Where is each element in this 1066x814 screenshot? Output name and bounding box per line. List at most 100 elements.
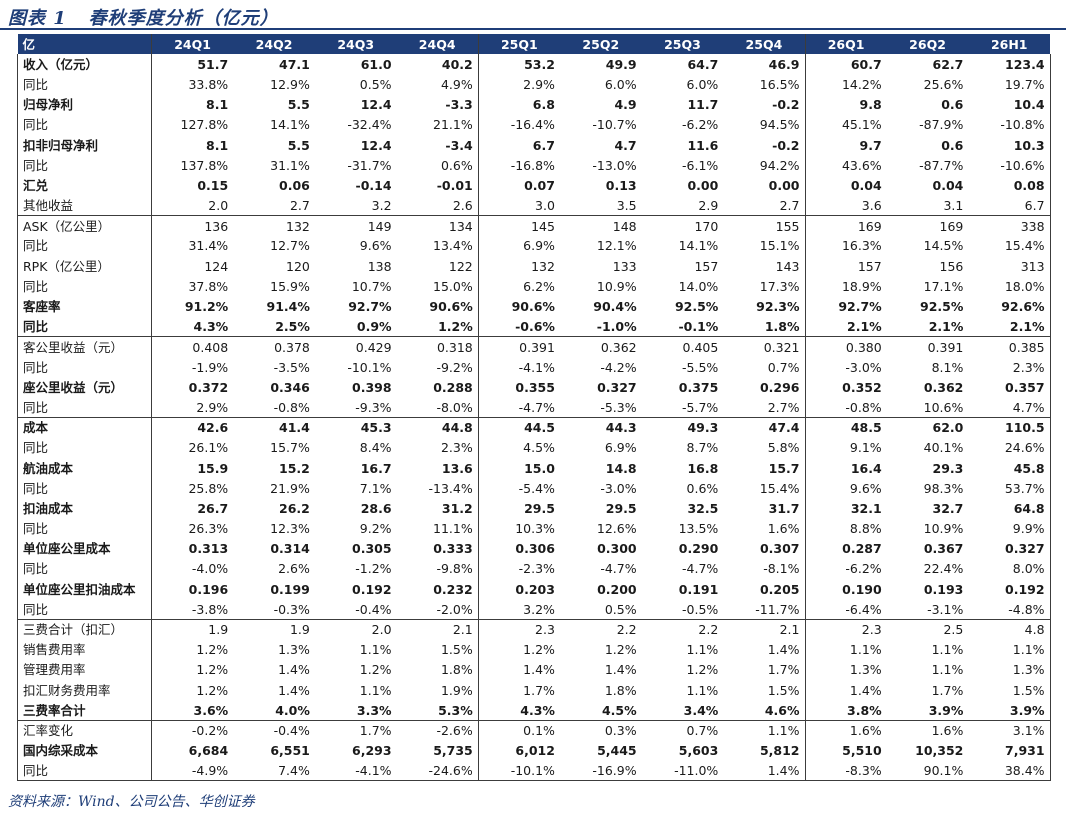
table-cell: -0.8% [273, 399, 310, 415]
table-cell: 134 [396, 215, 479, 236]
table-cell: 0.192 [352, 581, 392, 597]
table-cell: 13.6 [396, 457, 479, 479]
table-cell: 0.08 [968, 175, 1051, 196]
table-cell: -13.0% [592, 157, 637, 173]
table-cell: 19.7% [968, 74, 1051, 95]
row-label: 同比 [17, 316, 152, 337]
table-cell: 3.6 [861, 197, 882, 213]
table-cell: 0.6% [686, 480, 719, 496]
table-cell: 16.8 [687, 460, 719, 476]
table-cell: 2.3 [478, 618, 560, 640]
table-cell: 313 [968, 256, 1051, 277]
table-row: 同比 -1.9% -3.5% -10.1% -9.2% -4.1% -4.2% -5.5% 0.… [17, 357, 1051, 378]
table-cell: -87.7% [919, 157, 964, 173]
table-cell: 0.6 [941, 137, 964, 153]
table-cell: 31.2 [396, 498, 479, 519]
table-cell: 12.4 [360, 97, 392, 113]
row-label: ASK（亿公里） [17, 215, 152, 236]
table-cell: -5.5% [682, 359, 719, 375]
table-cell: 22.4% [923, 561, 964, 577]
table-cell: 0.352 [842, 379, 882, 395]
table-cell: 137.8% [180, 157, 229, 173]
table-cell: -6.4% [845, 601, 882, 617]
table-cell: 4.8 [968, 618, 1051, 640]
table-row: 扣非归母净利 8.1 5.5 12.4 -3.4 6.7 4.7 11.6 -0.2 9.7 0.6… [17, 134, 1051, 156]
table-cell: 3.4% [683, 702, 719, 718]
table-cell: 94.5% [723, 114, 806, 135]
table-cell: 8.7% [686, 440, 719, 456]
table-cell: 5.5 [287, 97, 310, 113]
table-cell: 8.8% [849, 521, 882, 537]
table-cell: -3.8% [191, 601, 229, 617]
table-cell: 0.5% [604, 601, 637, 617]
table-cell: -3.5% [273, 359, 310, 375]
table-cell: 44.3 [559, 417, 642, 438]
row-label: 同比 [17, 397, 152, 418]
table-row: 同比 -4.9% 7.4% -4.1% -24.6% -10.1% -16.9% -11.0%… [17, 760, 1051, 782]
table-cell: 1.2% [359, 662, 392, 678]
table-cell: 41.4 [233, 417, 315, 438]
table-cell: 0.193 [923, 581, 964, 597]
table-cell: -2.6% [396, 719, 479, 741]
table-cell: 2.1 [396, 618, 479, 640]
table-cell: 1.3% [968, 659, 1051, 680]
table-cell: 42.6 [151, 417, 234, 438]
table-cell: 0.355 [515, 379, 555, 395]
table-row: 同比 -4.0% 2.6% -1.2% -9.8% -2.3% -4.7% -4.7% -8.1… [17, 558, 1051, 580]
table-cell: 0.318 [396, 336, 479, 357]
table-cell: 1.5% [968, 680, 1051, 701]
table-cell: 338 [968, 215, 1051, 236]
table-cell: 138 [367, 258, 392, 274]
table-cell: 8.1 [206, 97, 229, 113]
table-row: 三费率合计 3.6% 4.0% 3.3% 5.3% 4.3% 4.5% 3.4% 4.6% 3.8… [17, 700, 1051, 721]
table-cell: 10.3% [515, 521, 555, 537]
table-cell: 17.1% [923, 278, 964, 294]
row-label: 收入（亿元） [17, 54, 152, 75]
table-cell: 4.7 [614, 137, 637, 153]
table-cell: 45.3 [314, 417, 397, 438]
title-bar: 图表 1 春秋季度分析（亿元） [0, 0, 1066, 30]
table-cell: 15.4% [723, 478, 806, 499]
table-cell: -0.1% [678, 318, 719, 334]
table-cell: 0.3% [559, 719, 642, 741]
table-cell: 32.5 [687, 500, 719, 516]
table-cell: 1.7% [723, 659, 806, 680]
table-cell: 26.7 [197, 500, 229, 516]
table-cell: 122 [396, 256, 479, 277]
table-cell: 31.7 [723, 498, 806, 519]
table-cell: 3.0 [535, 197, 555, 213]
table-cell: 26.3% [188, 521, 229, 537]
row-label: 同比 [17, 74, 152, 95]
column-header: 24Q2 [233, 34, 315, 55]
table-cell: 0.314 [270, 541, 310, 557]
table-body: 收入（亿元） 51.7 47.1 61.0 40.2 53.2 49.9 64.7 46.9 60… [17, 54, 1051, 782]
table-cell: 169 [805, 215, 887, 236]
table-cell: 1.4% [723, 639, 806, 660]
table-cell: 53.2 [524, 56, 555, 72]
table-row: 同比 26.3% 12.3% 9.2% 11.1% 10.3% 12.6% 13.5% 1.6%… [17, 518, 1051, 539]
table-cell: 3.6% [193, 702, 229, 718]
table-row: 单位座公里扣油成本 0.196 0.199 0.192 0.232 0.203 0.200 0… [17, 579, 1051, 600]
table-cell: 2.9% [196, 399, 229, 415]
table-cell: 1.4% [523, 662, 555, 678]
table-cell: 37.8% [188, 278, 229, 294]
table-cell: 0.199 [270, 581, 310, 597]
column-header: 26H1 [968, 34, 1051, 55]
table-row: 客座率 91.2% 91.4% 92.7% 90.6% 90.6% 90.4% 92.5% 92… [17, 296, 1051, 317]
table-cell: 9.6% [849, 480, 882, 496]
table-cell: 92.7% [838, 299, 882, 315]
table-row: 扣汇财务费用率 1.2% 1.4% 1.1% 1.9% 1.7% 1.8% 1.1% 1.5% 1… [17, 680, 1051, 701]
table-cell: -0.01 [396, 175, 479, 196]
table-cell: 0.9% [356, 318, 392, 334]
table-cell: 5.3% [396, 700, 479, 721]
table-cell: 0.305 [352, 541, 392, 557]
table-cell: 25.6% [923, 76, 964, 92]
table-row: 销售费用率 1.2% 1.3% 1.1% 1.5% 1.2% 1.2% 1.1% 1.4% 1.1… [17, 639, 1051, 660]
table-cell: 3.9% [968, 700, 1051, 721]
table-cell: 47.1 [279, 56, 310, 72]
table-cell: 5,603 [678, 743, 719, 759]
row-label: 座公里收益（元） [17, 377, 152, 398]
table-cell: 0.06 [279, 177, 310, 193]
table-cell: 143 [723, 256, 806, 277]
table-cell: 3.3% [356, 702, 392, 718]
